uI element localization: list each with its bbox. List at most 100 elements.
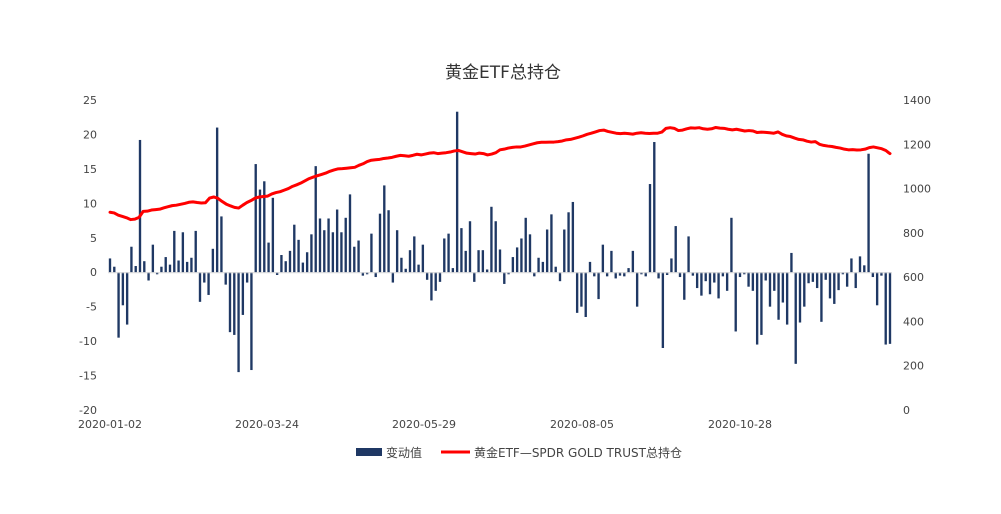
bar — [327, 218, 330, 273]
bar — [588, 261, 592, 273]
bar — [888, 272, 892, 344]
bar — [738, 272, 742, 278]
bar — [181, 232, 185, 273]
bar — [858, 256, 862, 273]
bar — [494, 221, 497, 273]
bar — [503, 272, 506, 284]
bar — [147, 272, 150, 281]
bar — [558, 272, 562, 282]
bar — [833, 272, 836, 304]
bar — [683, 272, 686, 300]
bar — [567, 212, 570, 273]
x-axis-ticks: 2020-01-02 2020-03-24 2020-05-29 2020-08-05… — [78, 418, 772, 431]
bar-series — [108, 111, 892, 373]
left-axis-ticks: 25 20 15 10 5 0 -5 -10 -15 -20 — [79, 94, 97, 417]
bar — [824, 272, 827, 280]
bar — [357, 240, 360, 273]
bar — [378, 213, 382, 273]
chart-title: 黄金ETF总持仓 — [445, 63, 561, 83]
bar — [301, 262, 305, 273]
bar — [618, 272, 622, 276]
bar — [850, 258, 853, 273]
bar — [160, 266, 163, 273]
bar — [777, 272, 780, 320]
y-left-tick-label: 15 — [83, 163, 97, 176]
bar — [121, 272, 125, 306]
bar — [280, 255, 283, 273]
bar — [798, 272, 802, 323]
bar — [854, 272, 857, 289]
bar — [438, 272, 442, 282]
bar — [713, 272, 716, 283]
bar — [190, 257, 193, 273]
bar — [263, 181, 266, 273]
bar — [434, 272, 437, 291]
bar — [884, 272, 887, 345]
bar — [678, 272, 682, 278]
bar — [185, 261, 189, 273]
bar — [610, 250, 613, 273]
bar — [400, 257, 403, 273]
y-left-tick-label: 5 — [90, 232, 97, 245]
bar — [485, 269, 489, 273]
bar — [198, 272, 202, 302]
bar — [340, 232, 343, 273]
right-axis-ticks: 1400 1200 1000 800 600 400 200 0 — [903, 94, 931, 417]
bar — [421, 244, 425, 273]
bar — [545, 229, 549, 273]
bar — [258, 189, 262, 273]
bar — [481, 250, 485, 273]
bar — [661, 272, 665, 348]
y-right-tick-label: 1000 — [903, 183, 931, 196]
bar — [768, 272, 772, 307]
bar — [670, 258, 673, 273]
bar — [404, 268, 407, 273]
bar — [203, 272, 206, 283]
bar — [451, 268, 455, 273]
bar — [220, 216, 223, 273]
bar — [254, 164, 257, 273]
bar — [305, 252, 309, 273]
bar — [331, 232, 335, 273]
bar — [284, 261, 287, 273]
bar — [734, 272, 737, 332]
bar — [781, 272, 785, 303]
bar — [228, 272, 232, 333]
bar — [811, 272, 815, 282]
bar — [627, 268, 630, 273]
legend: 变动值 黄金ETF—SPDR GOLD TRUST总持仓 — [356, 445, 682, 460]
bar — [807, 272, 810, 284]
bar — [584, 272, 587, 317]
bar — [168, 264, 172, 273]
bar — [117, 272, 120, 338]
bar — [747, 272, 750, 287]
bar — [374, 272, 377, 278]
bar — [425, 272, 429, 280]
bar — [344, 217, 347, 273]
bar — [717, 272, 720, 299]
bar — [177, 260, 180, 273]
bar — [820, 272, 823, 322]
y-left-tick-label: 10 — [83, 197, 97, 210]
bar — [760, 272, 763, 335]
bar — [383, 185, 386, 273]
bar — [271, 197, 275, 273]
y-right-tick-label: 1400 — [903, 94, 931, 107]
bar — [635, 272, 639, 307]
bar — [867, 153, 870, 273]
x-tick-label: 2020-08-05 — [550, 418, 614, 431]
bar — [871, 272, 875, 278]
bar — [755, 272, 759, 345]
bar — [828, 272, 832, 299]
bar — [528, 234, 532, 273]
line-series — [108, 125, 892, 222]
bar — [335, 209, 339, 273]
y-right-tick-label: 0 — [903, 404, 910, 417]
bar — [267, 242, 270, 273]
bar — [207, 272, 210, 295]
bar — [460, 228, 463, 273]
legend-label-bar: 变动值 — [386, 445, 422, 460]
bar — [455, 111, 459, 273]
bar — [648, 184, 652, 273]
